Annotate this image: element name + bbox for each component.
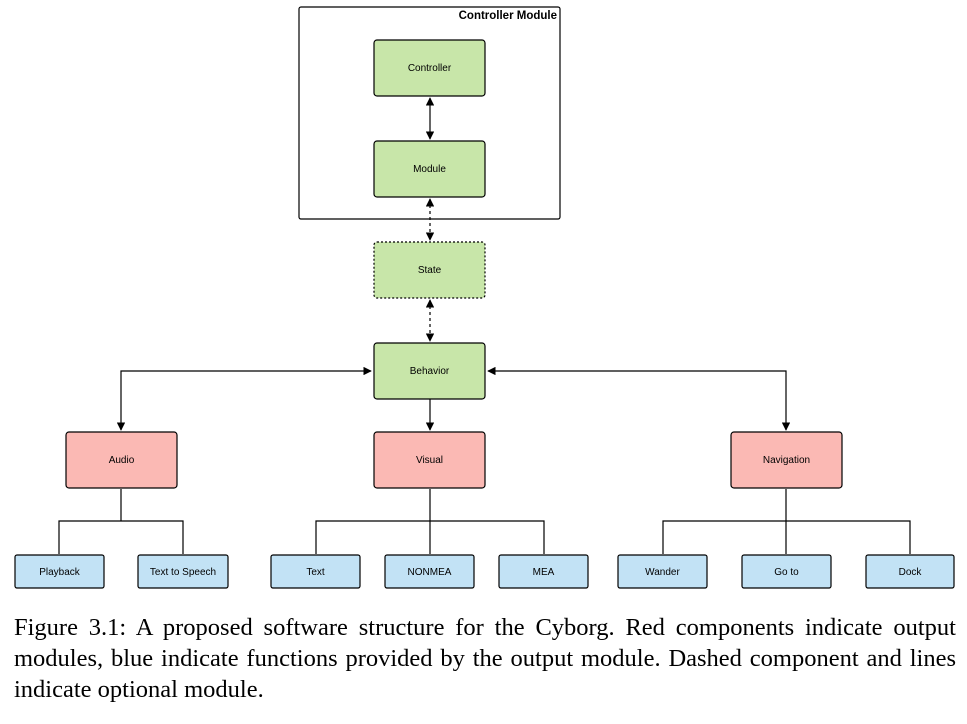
node-navigation[interactable]: Navigation: [730, 431, 843, 489]
node-state-label: State: [418, 265, 442, 276]
node-behavior[interactable]: Behavior: [373, 342, 486, 400]
node-audio-label: Audio: [109, 455, 135, 466]
node-audio[interactable]: Audio: [65, 431, 178, 489]
node-tts-label: Text to Speech: [150, 567, 216, 578]
node-goto-label: Go to: [774, 567, 799, 578]
edge-behavior-audio: [116, 366, 372, 431]
node-mea-label: MEA: [533, 567, 555, 578]
node-controller-label: Controller: [408, 63, 452, 74]
software-structure-diagram: Controller Module Controller Module Stat…: [14, 6, 955, 589]
node-nonmea-label: NONMEA: [408, 567, 452, 578]
figure-caption: Figure 3.1: A proposed software structur…: [14, 614, 956, 703]
node-visual-label: Visual: [416, 455, 443, 466]
node-mea[interactable]: MEA: [498, 554, 589, 589]
edge-audio-functions: [58, 489, 184, 554]
node-text-label: Text: [306, 567, 325, 578]
node-goto[interactable]: Go to: [741, 554, 832, 589]
node-navigation-label: Navigation: [763, 455, 810, 466]
node-module[interactable]: Module: [373, 140, 486, 198]
controller-module-title: Controller Module: [459, 10, 557, 22]
node-state-optional[interactable]: State: [373, 241, 486, 299]
node-controller[interactable]: Controller: [373, 39, 486, 97]
edge-behavior-navigation: [487, 366, 791, 431]
node-module-label: Module: [413, 164, 446, 175]
node-visual[interactable]: Visual: [373, 431, 486, 489]
node-dock-label: Dock: [899, 567, 923, 578]
edge-visual-functions: [315, 489, 545, 554]
node-text-to-speech[interactable]: Text to Speech: [137, 554, 229, 589]
connectors: [58, 97, 911, 554]
node-nonmea[interactable]: NONMEA: [384, 554, 475, 589]
node-wander[interactable]: Wander: [617, 554, 708, 589]
edge-navigation-functions: [662, 489, 911, 554]
node-dock[interactable]: Dock: [865, 554, 955, 589]
node-behavior-label: Behavior: [410, 366, 450, 377]
node-playback-label: Playback: [39, 567, 81, 578]
node-wander-label: Wander: [645, 567, 680, 578]
node-playback[interactable]: Playback: [14, 554, 105, 589]
node-text[interactable]: Text: [270, 554, 361, 589]
